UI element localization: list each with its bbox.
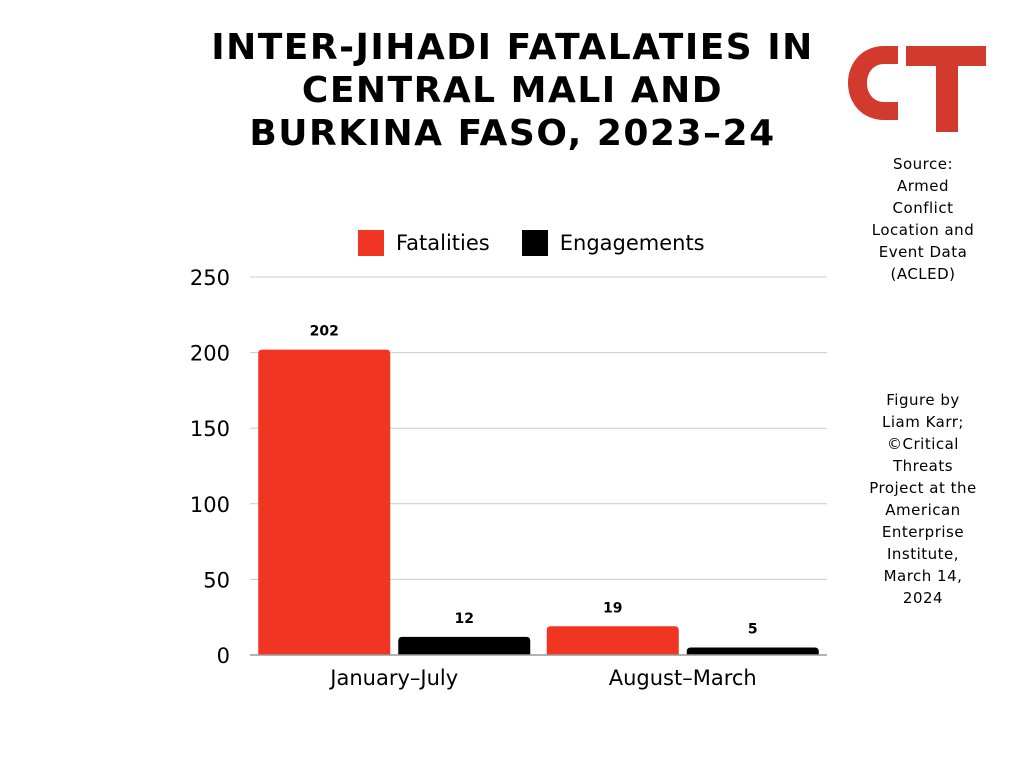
credit-line: Enterprise xyxy=(881,523,965,541)
credit-line: Threats xyxy=(892,457,954,475)
source-line: (ACLED) xyxy=(890,265,956,283)
bar-engagements xyxy=(686,647,819,655)
credit-line: Figure by xyxy=(886,391,960,409)
credit-line: 2024 xyxy=(902,589,944,607)
title-line: CENTRAL MALI AND xyxy=(301,70,724,111)
y-tick-label: 200 xyxy=(190,342,230,366)
ct-logo xyxy=(848,46,986,132)
legend-swatch-fatalities xyxy=(358,230,384,256)
bar-fatalities xyxy=(546,626,679,655)
legend-item-engagements: Engagements xyxy=(521,230,705,256)
legend-label-engagements: Engagements xyxy=(559,231,705,255)
data-label: 19 xyxy=(603,600,622,616)
credit-note: Figure by Liam Karr; ©Critical Threats P… xyxy=(858,389,988,609)
credit-line: March 14, xyxy=(883,567,963,585)
data-label: 5 xyxy=(748,621,758,637)
data-label: 12 xyxy=(455,611,474,627)
legend-swatch-engagements xyxy=(521,230,548,256)
credit-line: ©Critical xyxy=(887,435,959,453)
y-tick-label: 100 xyxy=(190,493,230,517)
bar-fatalities xyxy=(258,349,391,655)
title-line: INTER-JIHADI FATALATIES IN xyxy=(211,27,814,68)
legend-item-fatalities: Fatalities xyxy=(358,230,490,256)
y-tick-label: 50 xyxy=(203,568,230,592)
logo-letter-c xyxy=(848,46,898,120)
data-label: 202 xyxy=(310,324,339,340)
chart-title: INTER-JIHADI FATALATIES IN CENTRAL MALI … xyxy=(195,26,830,155)
credit-line: American xyxy=(885,501,961,519)
credit-line: Project at the xyxy=(869,479,977,497)
source-line: Armed xyxy=(896,177,950,195)
source-line: Conflict xyxy=(892,199,954,217)
source-note: Source: Armed Conflict Location and Even… xyxy=(858,153,988,285)
legend-label-fatalities: Fatalities xyxy=(396,231,490,255)
y-tick-label: 0 xyxy=(217,644,230,668)
credit-line: Liam Karr; xyxy=(882,413,964,431)
logo-letter-t-stem xyxy=(936,46,958,132)
y-tick-label: 250 xyxy=(190,266,230,290)
source-line: Source: xyxy=(892,155,954,173)
chart-legend: Fatalities Engagements xyxy=(358,230,737,256)
credit-line: Institute, xyxy=(886,545,960,563)
source-line: Location and xyxy=(871,221,975,239)
source-line: Event Data xyxy=(878,243,968,261)
y-tick-label: 150 xyxy=(190,417,230,441)
x-tick-label: January–July xyxy=(328,666,458,690)
x-tick-label: August–March xyxy=(609,666,757,690)
bar-engagements xyxy=(398,636,531,655)
title-line: BURKINA FASO, 2023–24 xyxy=(249,113,776,154)
